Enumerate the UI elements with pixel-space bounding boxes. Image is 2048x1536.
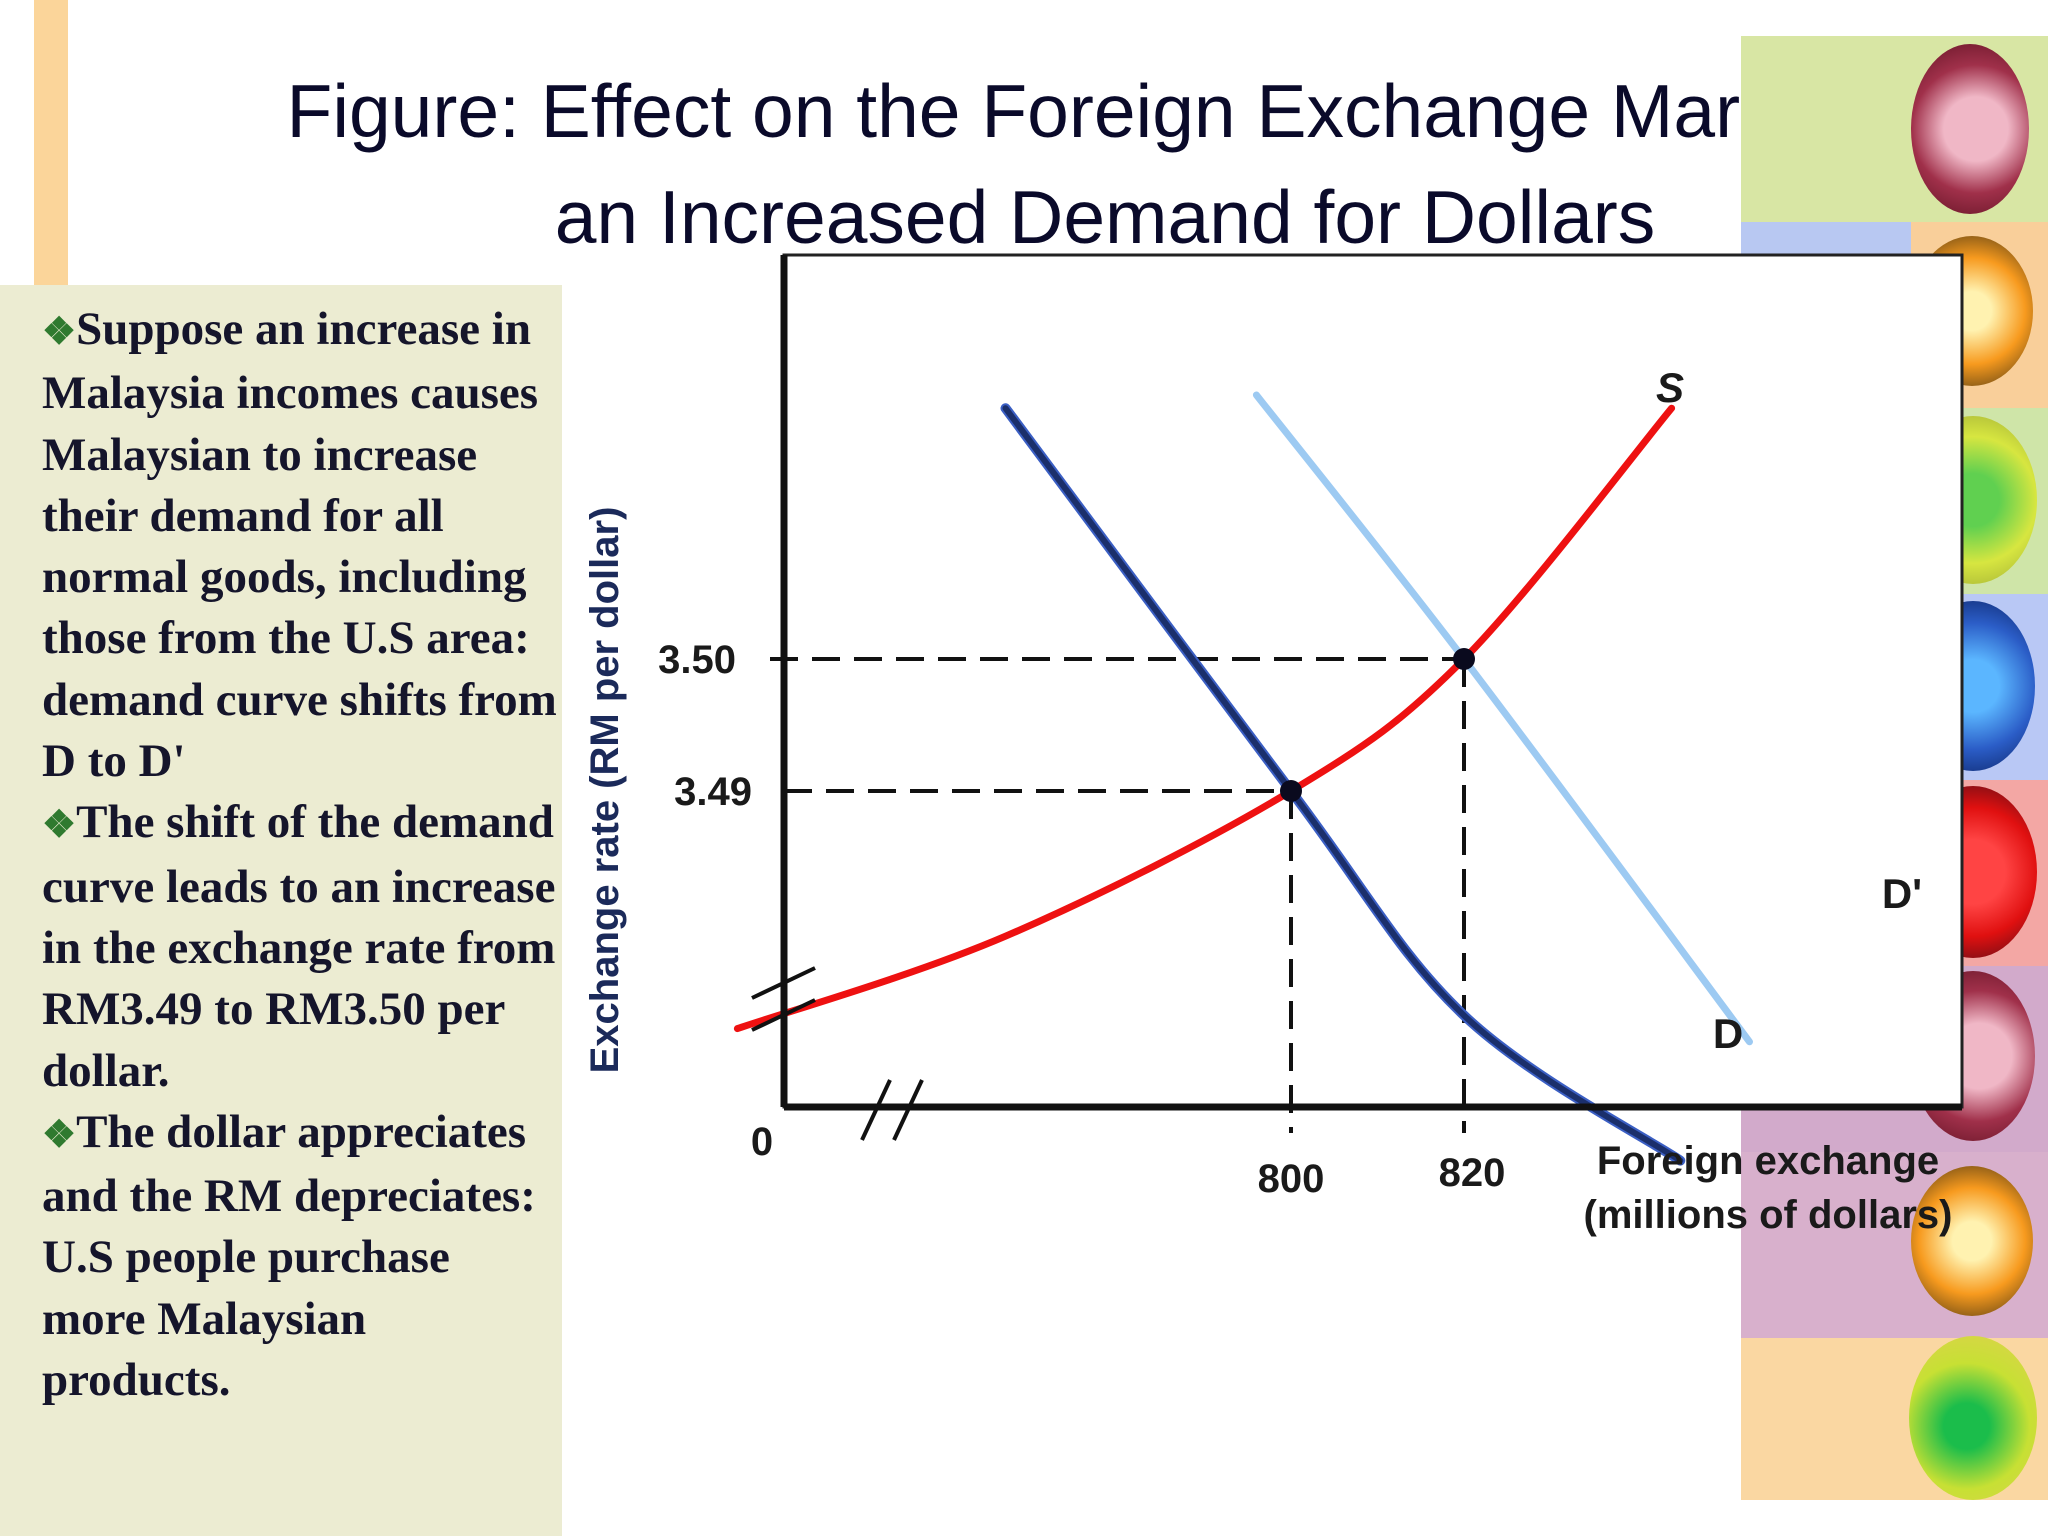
- guide-lines: [770, 657, 1466, 1133]
- x-axis-title-line-1: Foreign exchange: [1597, 1139, 1939, 1183]
- plot-area: [782, 253, 1964, 1109]
- demand-curve-d: [1002, 405, 1684, 1164]
- title-line-1: Figure: Effect on the Foreign Exchange M…: [286, 69, 1924, 153]
- orange-slice-icon: [1911, 1166, 2033, 1316]
- bullet-item: ❖The dollar appreciates and the RM depre…: [42, 1102, 562, 1411]
- y-axis-break-mark: [751, 998, 816, 1032]
- fruit-scan-icon: [1909, 1336, 2037, 1500]
- apple-slice-icon: [1911, 44, 2029, 214]
- diamond-bullet-icon: ❖: [42, 1113, 77, 1156]
- bullet-text: The dollar appreciates and the RM deprec…: [42, 1105, 536, 1407]
- equilibrium-point: [1280, 780, 1302, 802]
- x-axis-break-mark: [860, 1079, 892, 1141]
- bullet-item: ❖Suppose an increase in Malaysia incomes…: [42, 299, 562, 792]
- accent-stripe: [34, 0, 68, 290]
- equilibrium-points: [1280, 648, 1475, 802]
- bullet-item: ❖The shift of the demand curve leads to …: [42, 792, 562, 1101]
- diamond-bullet-icon: ❖: [42, 311, 77, 353]
- slide-title: Figure: Effect on the Foreign Exchange M…: [180, 58, 2030, 270]
- x-axis-title-line-2: (millions of dollars): [1584, 1193, 1953, 1237]
- bullet-list: ❖Suppose an increase in Malaysia incomes…: [42, 299, 562, 1411]
- x-axis-break-mark: [892, 1079, 924, 1141]
- x-tick-label: 820: [1439, 1151, 1506, 1195]
- y-tick-label: 3.50: [658, 638, 736, 682]
- bullet-text: The shift of the demand curve leads to a…: [42, 796, 556, 1097]
- series-label-s: S: [1656, 364, 1684, 411]
- equilibrium-point: [1453, 648, 1475, 670]
- y-tick-label: 3.49: [674, 770, 752, 814]
- x-tick-label: 800: [1258, 1157, 1325, 1201]
- text-box: [0, 285, 562, 1536]
- y-axis-title: Exchange rate (RM per dollar): [583, 507, 627, 1074]
- origin-label: 0: [751, 1120, 773, 1164]
- y-axis-break-mark: [751, 966, 816, 1000]
- diamond-bullet-icon: ❖: [42, 804, 77, 847]
- bullet-text: Suppose an increase in Malaysia incomes …: [42, 303, 557, 788]
- title-line-2: an Increased Demand for Dollars: [554, 175, 1656, 259]
- series-label-d-prime: D': [1882, 870, 1922, 917]
- series-label-d: D: [1713, 1010, 1743, 1057]
